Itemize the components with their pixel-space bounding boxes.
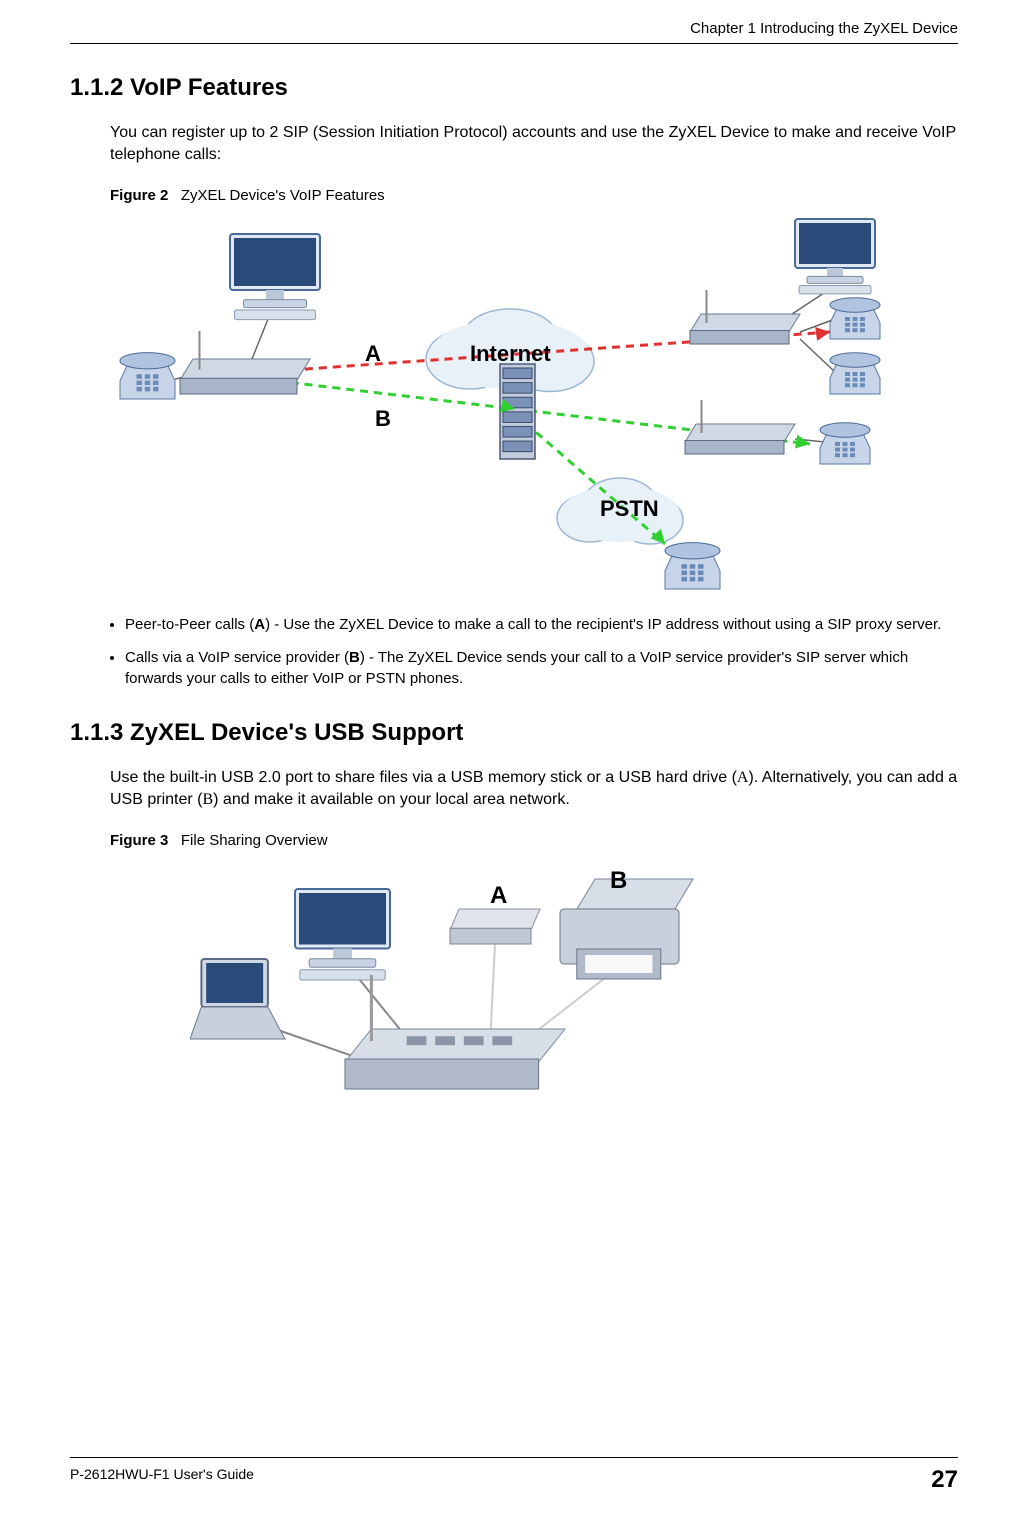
bullet-b-pre: Calls via a VoIP service provider ( [125,649,349,666]
figure3-title: File Sharing Overview [181,832,328,849]
figure2-title: ZyXEL Device's VoIP Features [181,187,385,204]
svg-text:A: A [365,341,381,366]
figure2-diagram: A B Internet PSTN [110,214,958,594]
bullet-b-bold: B [349,649,360,666]
page-footer: P-2612HWU-F1 User's Guide 27 [70,1457,958,1494]
intro113-A: A [737,769,749,786]
figure2-label: Figure 2 [110,187,168,204]
intro113-B: B [202,791,213,808]
bullet-a-pre: Peer-to-Peer calls ( [125,616,254,633]
figure3-caption: Figure 3 File Sharing Overview [110,832,958,849]
figure3-label: Figure 3 [110,832,168,849]
section-113-intro: Use the built-in USB 2.0 port to share f… [110,767,958,812]
svg-text:A: A [490,882,507,909]
section-112-intro: You can register up to 2 SIP (Session In… [110,122,958,167]
svg-text:PSTN: PSTN [600,496,659,521]
page-number: 27 [931,1466,958,1494]
svg-text:Internet: Internet [470,341,551,366]
bullet-a: Peer-to-Peer calls (A) - Use the ZyXEL D… [125,614,958,635]
footer-guide-name: P-2612HWU-F1 User's Guide [70,1466,254,1494]
section-112-bullets: Peer-to-Peer calls (A) - Use the ZyXEL D… [125,614,958,689]
intro113-pre: Use the built-in USB 2.0 port to share f… [110,769,737,786]
header-rule [70,43,958,44]
svg-text:B: B [610,867,627,894]
section-112-heading: 1.1.2 VoIP Features [70,74,958,102]
chapter-header: Chapter 1 Introducing the ZyXEL Device [70,20,958,43]
bullet-a-post: ) - Use the ZyXEL Device to make a call … [265,616,941,633]
figure2-caption: Figure 2 ZyXEL Device's VoIP Features [110,187,958,204]
figure3-diagram: AB [110,859,958,1149]
bullet-a-bold: A [254,616,265,633]
bullet-b: Calls via a VoIP service provider (B) - … [125,647,958,689]
intro113-post: ) and make it available on your local ar… [213,791,570,808]
footer-rule [70,1457,958,1458]
section-113-heading: 1.1.3 ZyXEL Device's USB Support [70,719,958,747]
svg-text:B: B [375,406,391,431]
